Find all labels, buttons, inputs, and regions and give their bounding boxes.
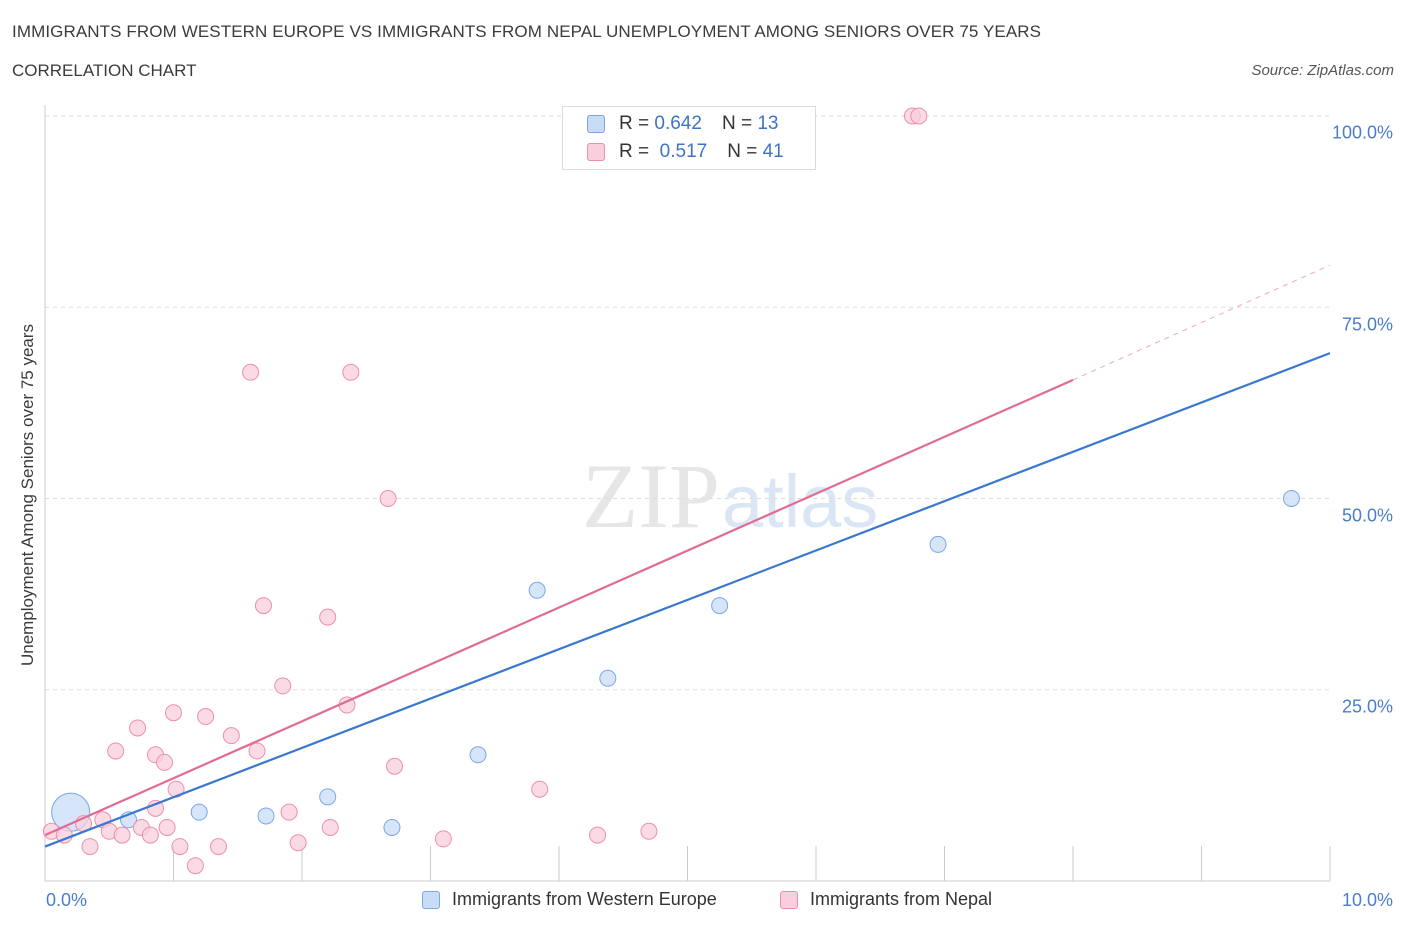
y-tick-25: 25.0%: [1341, 696, 1393, 717]
point-western-europe: [711, 597, 729, 615]
point-western-europe: [469, 746, 487, 764]
point-nepal: [209, 838, 227, 856]
r-value: 0.517: [659, 141, 708, 162]
trendline-western-europe: [44, 352, 1331, 848]
point-nepal: [280, 803, 298, 821]
stats-legend: R = 0.642 N = 13 R = 0.517 N = 41: [562, 106, 816, 170]
point-nepal: [342, 363, 360, 381]
point-western-europe: [528, 581, 546, 599]
point-nepal: [289, 834, 307, 852]
n-label: N =: [721, 113, 753, 134]
point-nepal: [107, 742, 125, 760]
r-value: 0.642: [654, 113, 702, 134]
point-nepal: [434, 830, 452, 848]
point-nepal: [248, 742, 266, 760]
point-nepal: [171, 838, 189, 856]
point-western-europe: [929, 535, 947, 553]
point-nepal: [165, 704, 182, 722]
point-nepal: [379, 490, 397, 507]
point-western-europe: [190, 803, 208, 821]
point-nepal: [113, 826, 131, 844]
legend-item-nepal: Immigrants from Nepal: [780, 889, 992, 910]
point-nepal: [321, 818, 339, 836]
watermark-zip: ZIP: [582, 445, 720, 547]
point-western-europe: [1282, 490, 1300, 507]
y-tick-100: 100.0%: [1331, 122, 1393, 143]
stats-row-western-europe: R = 0.642 N = 13: [587, 113, 778, 135]
point-nepal: [81, 838, 99, 856]
point-nepal: [531, 780, 549, 798]
point-western-europe: [319, 788, 337, 806]
r-label: R =: [619, 113, 650, 134]
point-nepal: [197, 708, 215, 726]
point-nepal: [910, 107, 928, 125]
point-western-europe: [599, 669, 617, 687]
chart-source: Source: ZipAtlas.com: [1251, 62, 1394, 79]
point-nepal: [141, 826, 159, 844]
trendline-nepal: [44, 378, 1074, 837]
r-label: R =: [619, 141, 650, 162]
point-nepal: [156, 753, 174, 771]
point-nepal: [158, 818, 176, 836]
point-nepal: [242, 363, 260, 381]
y-tick-75: 75.0%: [1341, 314, 1393, 335]
legend-item-western-europe: Immigrants from Western Europe: [422, 889, 717, 910]
n-value: 13: [757, 113, 779, 134]
point-nepal: [640, 822, 658, 840]
trendline-nepal-extension: [1072, 264, 1331, 381]
n-value: 41: [762, 141, 784, 162]
point-nepal: [222, 727, 240, 745]
point-nepal: [589, 826, 607, 844]
stats-row-nepal: R = 0.517 N = 41: [587, 141, 784, 163]
legend-swatch-blue: [422, 890, 440, 909]
n-label: N =: [727, 141, 758, 162]
legend-swatch-pink: [587, 143, 605, 161]
legend-label: Immigrants from Western Europe: [452, 889, 717, 909]
point-western-europe: [257, 807, 275, 825]
point-nepal: [319, 608, 337, 626]
legend-label: Immigrants from Nepal: [810, 889, 993, 909]
point-nepal: [254, 597, 272, 615]
point-nepal: [186, 857, 204, 875]
x-tick-max: 10.0%: [1341, 890, 1393, 910]
chart-subtitle: CORRELATION CHART: [12, 61, 197, 80]
legend-swatch-pink: [780, 890, 798, 909]
point-nepal: [274, 677, 292, 695]
point-nepal: [129, 719, 147, 737]
legend-swatch-blue: [587, 115, 605, 133]
chart-title: IMMIGRANTS FROM WESTERN EUROPE VS IMMIGR…: [12, 22, 1042, 41]
y-tick-50: 50.0%: [1341, 505, 1393, 526]
point-western-europe: [383, 818, 401, 836]
point-nepal: [386, 757, 404, 775]
x-tick-min: 0.0%: [46, 890, 88, 910]
